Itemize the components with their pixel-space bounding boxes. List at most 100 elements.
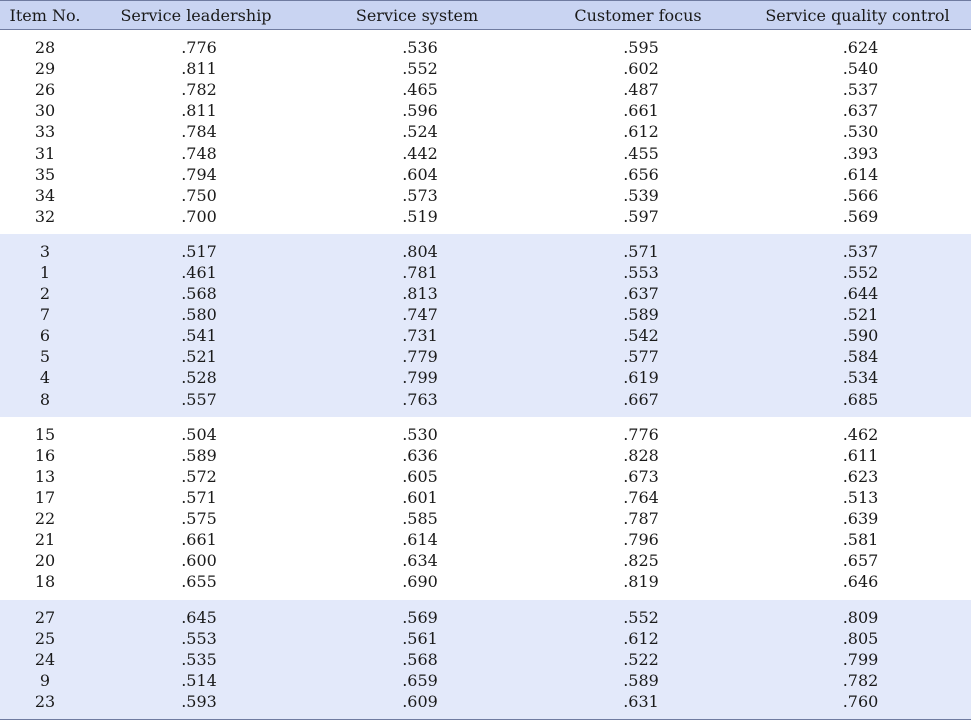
item-no-cell: 23 [34, 691, 56, 711]
service-quality-control-cell: .569 [842, 206, 879, 226]
service-leadership-cell: .589 [181, 445, 217, 465]
item-no-cell: 29 [34, 59, 56, 79]
table-row: 16 .589 .636 .828 .611 [0, 445, 971, 466]
service-leadership-cell: .517 [181, 241, 217, 261]
service-quality-control-cell: .584 [842, 347, 879, 367]
service-leadership-cell: .750 [181, 185, 217, 205]
table-row: 30 .811 .596 .661 .637 [0, 100, 971, 121]
service-quality-control-cell: .637 [842, 101, 879, 121]
service-leadership-cell: .553 [181, 628, 217, 648]
item-no-cell: 7 [39, 305, 51, 325]
service-system-cell: .605 [402, 466, 438, 486]
table-row: 23 .593 .609 .631 .760 [0, 691, 971, 712]
service-quality-control-cell: .809 [842, 607, 879, 627]
table-header: Item No. Service leadership Service syst… [0, 0, 971, 30]
service-leadership-cell: .748 [181, 143, 217, 163]
table-row: 15 .504 .530 .776 .462 [0, 424, 971, 445]
item-no-cell: 3 [39, 241, 51, 261]
item-no-cell: 35 [34, 164, 56, 184]
service-quality-control-cell: .623 [842, 466, 879, 486]
service-quality-control-cell: .552 [842, 262, 879, 282]
service-system-cell: .552 [402, 59, 438, 79]
customer-focus-cell: .539 [623, 185, 659, 205]
item-no-cell: 5 [39, 347, 51, 367]
item-no-cell: 33 [34, 122, 56, 142]
service-system-cell: .536 [402, 38, 438, 57]
table-row: 32 .700 .519 .597 .569 [0, 206, 971, 227]
service-leadership-cell: .571 [181, 487, 217, 507]
service-system-cell: .609 [402, 691, 438, 711]
customer-focus-cell: .825 [623, 551, 659, 571]
service-quality-control-cell: .521 [842, 305, 879, 325]
table-row: 8 .557 .763 .667 .685 [0, 389, 971, 410]
table-row: 6 .541 .731 .542 .590 [0, 325, 971, 346]
service-quality-control-cell: .614 [842, 164, 879, 184]
header-item-no: Item No. [9, 6, 81, 25]
service-leadership-cell: .661 [181, 530, 217, 550]
table-row: 13 .572 .605 .673 .623 [0, 466, 971, 487]
table-row: 34 .750 .573 .539 .566 [0, 185, 971, 206]
bottom-rule [0, 719, 971, 720]
service-system-cell: .634 [402, 551, 438, 571]
service-quality-control-cell: .646 [842, 572, 879, 592]
table-row: 27 .645 .569 .552 .809 [0, 607, 971, 628]
item-no-cell: 22 [34, 509, 56, 529]
header-service-quality-control: Service quality control [765, 6, 950, 25]
service-leadership-cell: .811 [181, 59, 217, 79]
item-no-cell: 21 [34, 530, 56, 550]
service-system-cell: .781 [402, 262, 438, 282]
service-system-cell: .601 [402, 487, 438, 507]
service-system-cell: .465 [402, 80, 438, 100]
item-no-cell: 27 [34, 607, 56, 627]
service-leadership-cell: .645 [181, 607, 217, 627]
customer-focus-cell: .553 [623, 262, 659, 282]
table-row: 31 .748 .442 .455 .393 [0, 143, 971, 164]
service-leadership-cell: .580 [181, 305, 217, 325]
item-no-cell: 9 [39, 670, 51, 690]
customer-focus-cell: .764 [623, 487, 659, 507]
customer-focus-cell: .589 [623, 305, 659, 325]
service-quality-control-cell: .799 [842, 649, 879, 669]
item-no-cell: 4 [39, 368, 51, 388]
item-no-cell: 25 [34, 628, 56, 648]
service-system-cell: .596 [402, 101, 438, 121]
service-quality-control-cell: .530 [842, 122, 879, 142]
service-system-cell: .636 [402, 445, 438, 465]
table-row: 17 .571 .601 .764 .513 [0, 487, 971, 508]
service-leadership-cell: .535 [181, 649, 217, 669]
service-system-cell: .804 [402, 241, 438, 261]
item-no-cell: 18 [34, 572, 56, 592]
service-quality-control-cell: .760 [842, 691, 879, 711]
item-no-cell: 8 [39, 389, 51, 409]
item-no-cell: 16 [34, 445, 56, 465]
service-quality-control-cell: .462 [842, 424, 879, 444]
item-no-cell: 34 [34, 185, 56, 205]
service-leadership-cell: .700 [181, 206, 217, 226]
table-row: 7 .580 .747 .589 .521 [0, 304, 971, 325]
service-leadership-cell: .811 [181, 101, 217, 121]
table-row: 1 .461 .781 .553 .552 [0, 262, 971, 283]
table-row: 9 .514 .659 .589 .782 [0, 670, 971, 691]
service-leadership-cell: .461 [181, 262, 217, 282]
row-group: 28 .776 .536 .595 .624 29 .811 .552 .602 .540 26 .7… [0, 30, 971, 234]
service-quality-control-cell: .611 [842, 445, 879, 465]
service-quality-control-cell: .590 [842, 326, 879, 346]
service-system-cell: .690 [402, 572, 438, 592]
service-system-cell: .442 [402, 143, 438, 163]
customer-focus-cell: .552 [623, 607, 659, 627]
service-system-cell: .568 [402, 649, 438, 669]
service-leadership-cell: .557 [181, 389, 217, 409]
item-no-cell: 17 [34, 487, 56, 507]
header-customer-focus: Customer focus [574, 6, 702, 25]
table-row: 3 .517 .804 .571 .537 [0, 241, 971, 262]
row-group: 27 .645 .569 .552 .809 25 .553 .561 .612 .805 24 .5… [0, 599, 971, 719]
customer-focus-cell: .571 [623, 241, 659, 261]
table-row: 21 .661 .614 .796 .581 [0, 529, 971, 550]
item-no-cell: 6 [39, 326, 51, 346]
header-service-leadership: Service leadership [120, 6, 272, 25]
customer-focus-cell: .631 [623, 691, 659, 711]
service-system-cell: .614 [402, 530, 438, 550]
customer-focus-cell: .673 [623, 466, 659, 486]
service-quality-control-cell: .685 [842, 389, 879, 409]
